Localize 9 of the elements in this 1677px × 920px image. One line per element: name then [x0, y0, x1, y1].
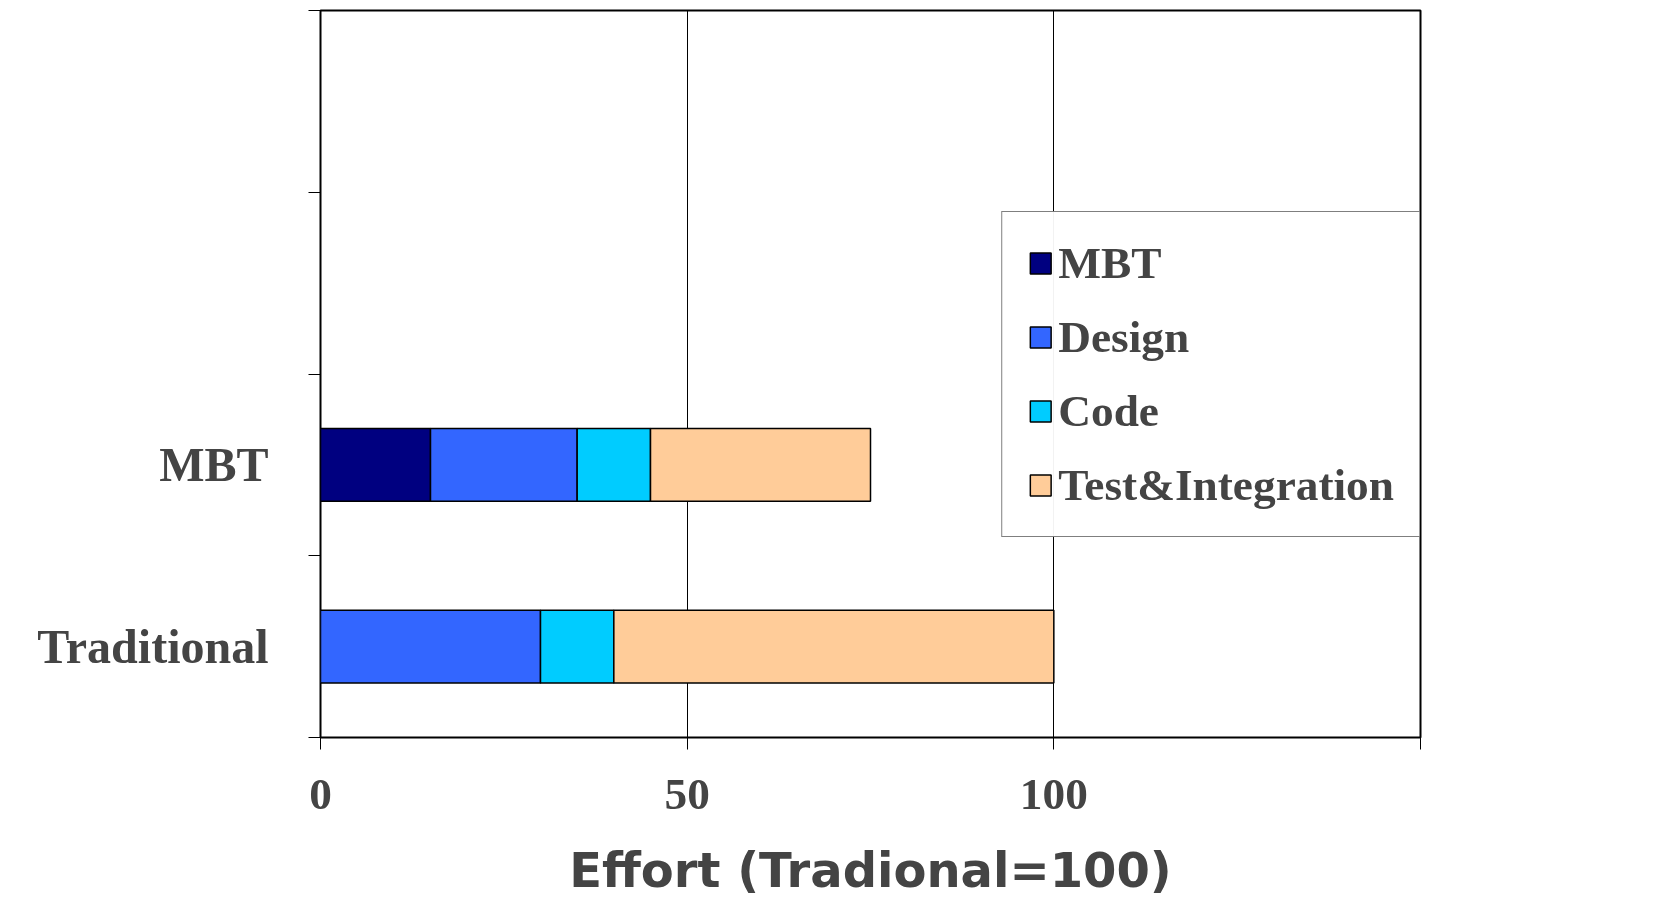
legend-label: MBT — [1058, 236, 1162, 289]
legend-label: Test&Integration — [1058, 458, 1394, 511]
x-tick-label: 0 — [309, 768, 332, 819]
y-tick-label: Traditional — [37, 620, 269, 674]
x-tick-label: 100 — [1019, 768, 1088, 819]
legend-label: Code — [1058, 384, 1159, 437]
x-tick-label: 50 — [664, 768, 710, 819]
legend-label: Design — [1058, 310, 1190, 363]
x-axis-title: Effort (Tradional=100) — [569, 841, 1172, 898]
